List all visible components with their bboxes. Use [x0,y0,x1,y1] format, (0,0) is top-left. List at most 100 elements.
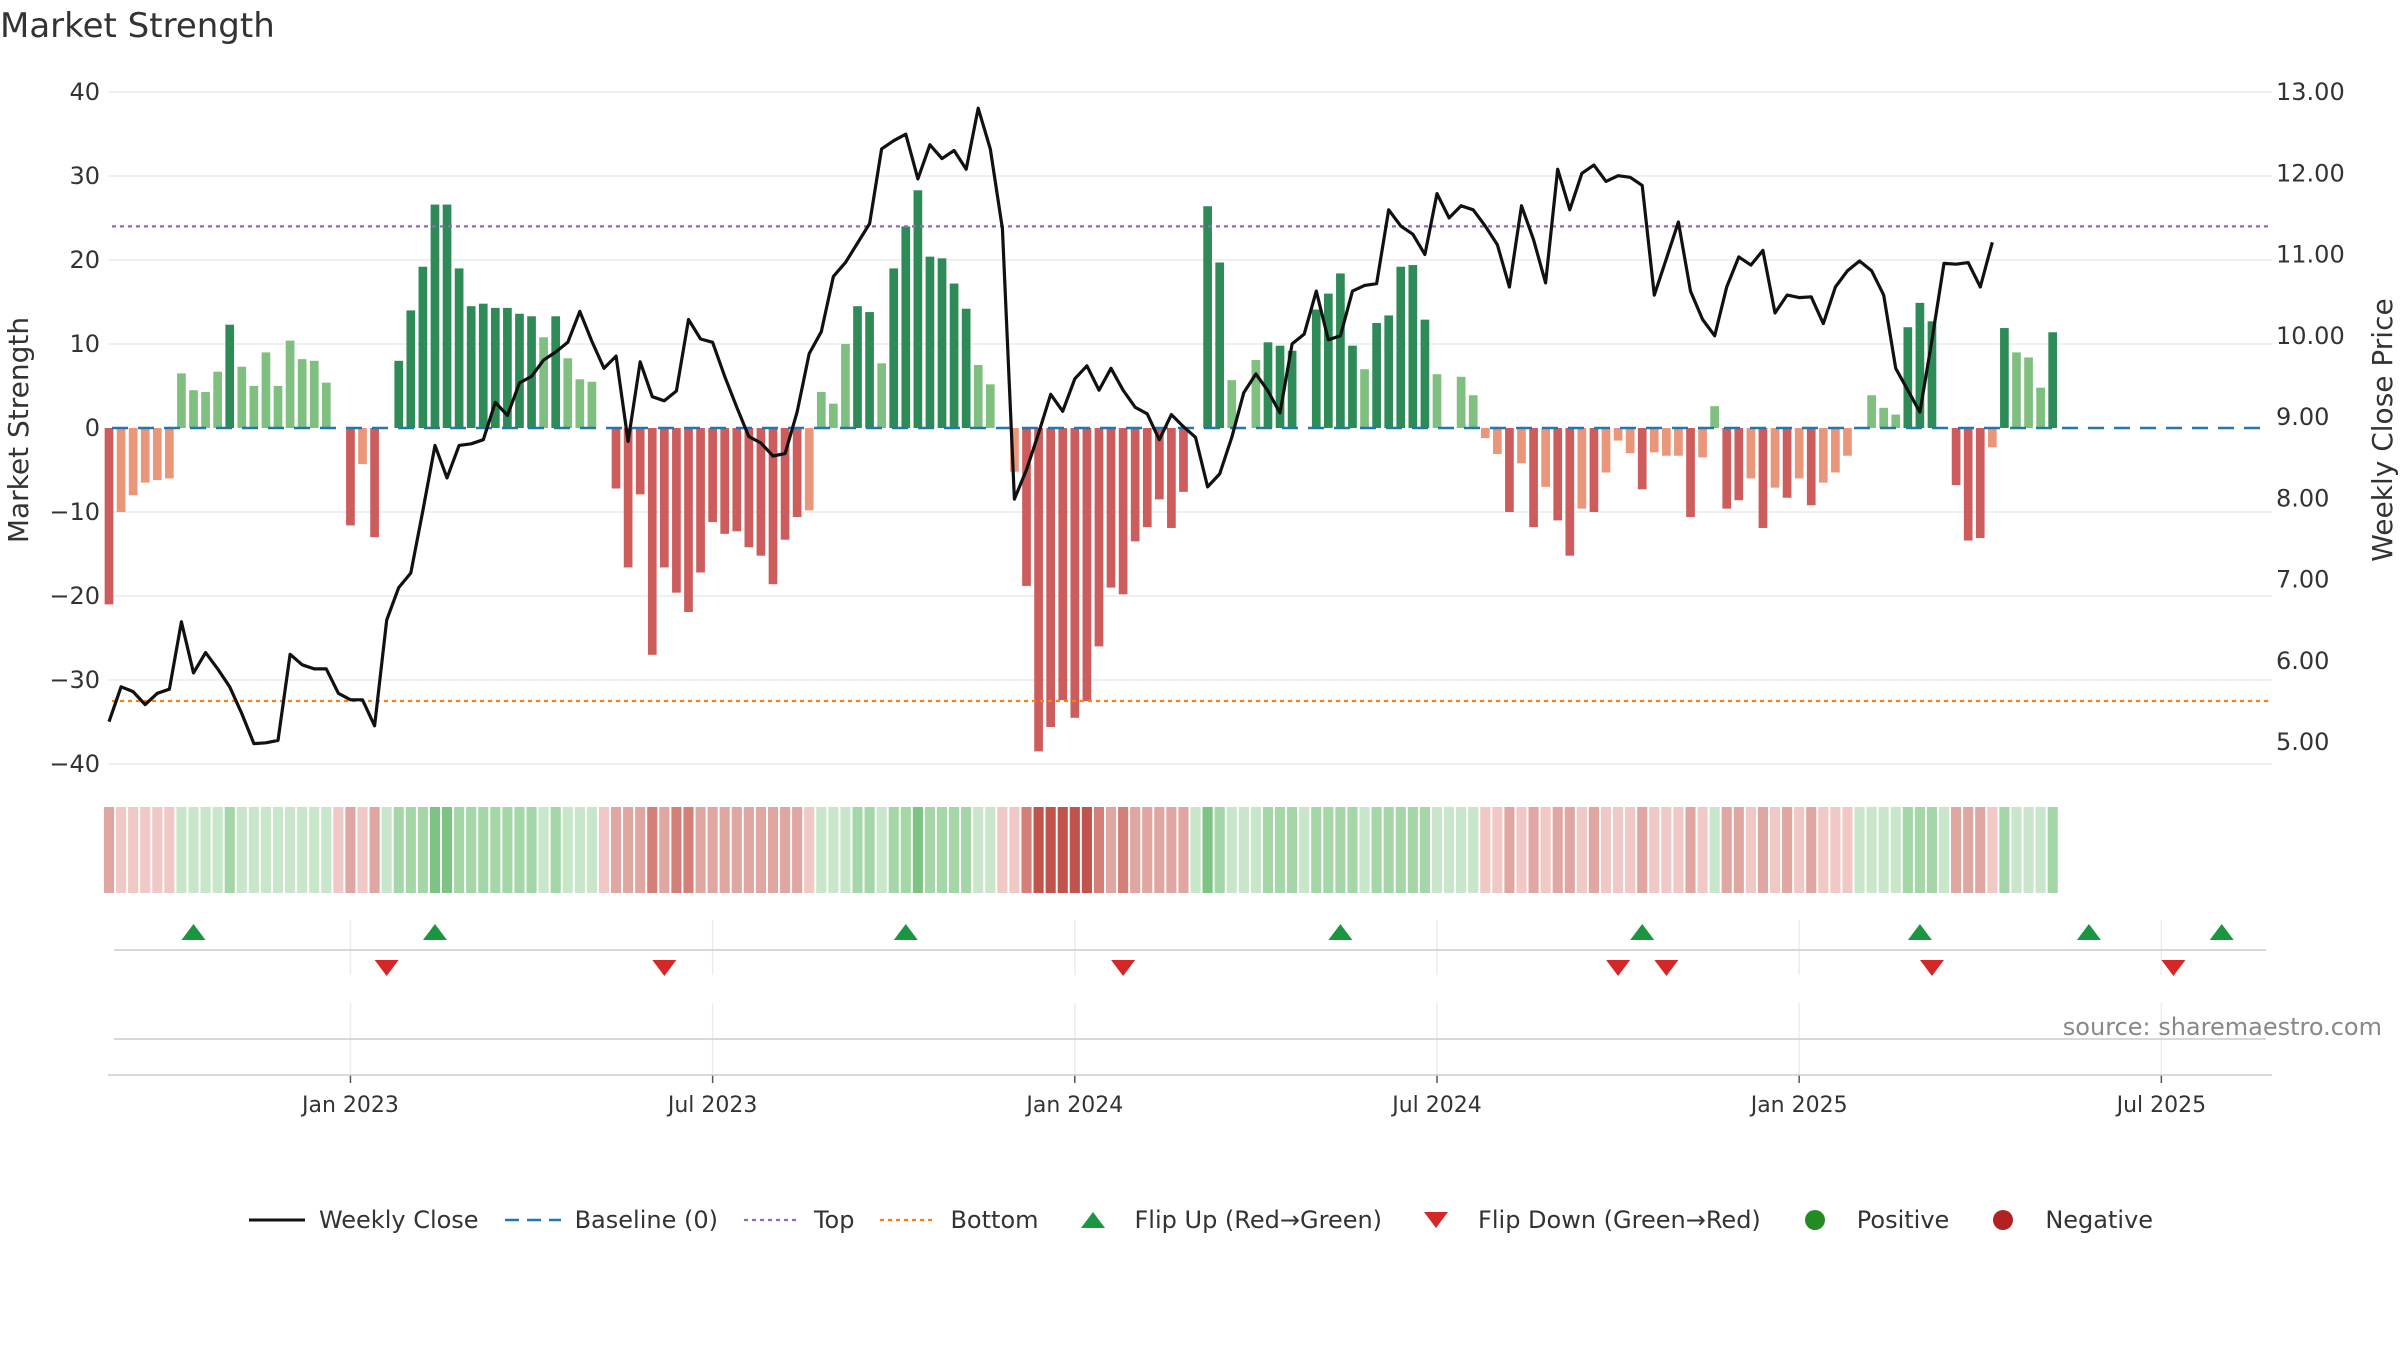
strength-bar [1106,428,1116,588]
strength-bar [1613,428,1623,441]
heat-cell [1613,807,1624,893]
strength-bar [116,428,126,512]
strength-bar [1843,428,1852,456]
legend-label: Positive [1856,1206,1950,1234]
heat-cell [767,807,779,893]
heat-cell [502,807,513,893]
heat-cell [236,807,247,893]
strength-bar [418,266,428,428]
heat-cell [961,807,972,893]
strength-bar [889,268,899,428]
strength-bar [1420,319,1430,428]
heat-cell [297,807,308,893]
strength-bar [201,391,210,428]
heat-cell [888,807,899,893]
heat-cell [429,807,441,893]
strength-bar [1710,406,1720,428]
strength-bar [225,324,235,428]
heat-cell [562,807,573,893]
heat-cell [1745,807,1756,893]
strength-bar [261,352,271,428]
strength-bar [696,428,705,573]
strength-bar [394,360,404,428]
strength-bar [490,307,500,428]
y-tick-label: 40 [69,78,100,106]
strength-bar [1070,428,1080,718]
strength-bar [140,428,150,483]
strength-bar [2012,352,2021,428]
legend-negative-swatch [1993,1210,2014,1230]
heat-cell [333,807,344,893]
heat-cell [490,807,501,893]
heat-cell [1782,807,1793,893]
heat-cell [538,807,549,893]
heat-cell [695,807,706,893]
strength-bar [1179,428,1188,492]
legend-positive-swatch [1804,1210,1825,1230]
heat-cell [1274,807,1286,893]
heat-cell [1769,807,1781,893]
heat-cell [1890,807,1901,893]
strength-bar [829,403,838,428]
x-tick-label: Jan 2023 [300,1093,399,1118]
strength-bar [1951,428,1961,486]
strength-bar [732,428,742,532]
y2-tick-label: 7.00 [2276,566,2329,594]
heat-cell [1383,807,1394,893]
legend-item: Negative [1973,1206,2153,1234]
y2-tick-label: 5.00 [2276,728,2329,756]
y2-axis-ticks: 13.00 12.00 11.00 10.00 9.00 8.00 7.00 6.00 5.00 [2276,78,2345,756]
strength-bar [1770,428,1780,488]
heat-cell [1733,807,1744,893]
heat-cell [719,807,730,893]
strength-bar [515,313,524,428]
heat-cell [514,807,525,893]
heat-cell [1480,807,1491,893]
strength-bar [973,365,983,428]
heat-cell [1878,807,1889,893]
heat-cell [1105,807,1117,893]
heat-cell [840,807,851,893]
weekly-close-line [107,106,1994,746]
strength-bar [1794,428,1804,479]
heat-cell [1166,807,1177,893]
x-axis: Jan 2023 Jul 2023 Jan 2024 Jul 2024 Jan 2025… [108,1074,2272,1118]
heat-cell [1492,807,1503,893]
x-tick-label: Jul 2024 [1390,1093,1482,1118]
heat-cell [1951,807,1962,893]
strength-bar [1468,395,1478,428]
heat-cell [466,807,477,893]
strength-bar [478,303,488,428]
flip-down-marker [374,960,399,976]
legend-flip-down-swatch [1424,1212,1449,1228]
y2-tick-label: 9.00 [2276,403,2329,431]
heat-cell [876,807,887,893]
strength-bar [1396,266,1406,428]
y2-tick-label: 12.00 [2276,159,2345,187]
strength-bar [1662,428,1671,456]
strength-bar [1698,428,1707,458]
heat-cell [441,807,453,893]
flip-up-marker [422,924,447,940]
strength-bar [1311,309,1321,428]
strength-bar [1215,262,1225,428]
strength-bar [575,379,585,428]
strength-bar [853,306,862,428]
legend-label: Bottom [950,1206,1039,1234]
strength-bar [297,359,307,428]
strength-bar [189,390,198,428]
strength-bar [128,428,138,496]
strength-bar [816,391,826,428]
strength-bar [1649,428,1659,453]
strength-bar [1517,428,1526,464]
heat-cell [1830,807,1841,893]
heat-cell [550,807,561,893]
y2-tick-label: 13.00 [2276,78,2345,106]
flip-up-marker [893,924,918,940]
heat-cell [924,807,936,893]
strength-bar [1323,293,1333,428]
strength-bar [1975,428,1985,539]
heat-strip [103,807,2058,893]
heat-cell [1637,807,1648,893]
heat-cell [1299,807,1310,893]
